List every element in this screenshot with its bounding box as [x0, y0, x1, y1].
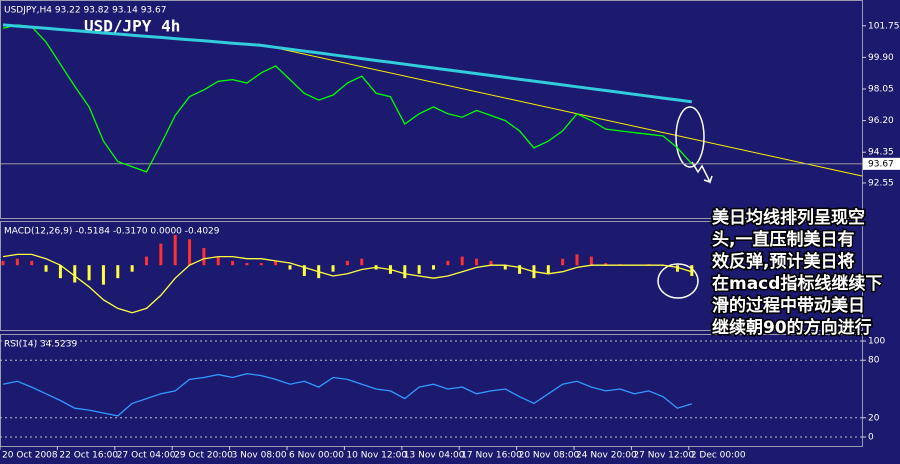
histogram-bar [302, 265, 306, 276]
histogram-bar [159, 243, 163, 266]
histogram-bar [101, 265, 105, 285]
histogram-bar [288, 265, 292, 270]
macd-header: MACD(12,26,9) -0.5184 -0.3170 0.0000 -0.… [4, 227, 220, 237]
x-tick-label: 20 Oct 2008 [2, 451, 58, 461]
annotation-line: 滑的过程中带动美日 [712, 295, 865, 316]
histogram-bar [30, 260, 34, 266]
histogram-bar [403, 265, 407, 279]
annotation-line: 效反弹,预计美日将 [712, 251, 854, 272]
histogram-bar [274, 260, 278, 266]
annotation-line: 美日均线排列呈现空 [712, 207, 865, 228]
histogram-bar [575, 254, 579, 266]
histogram-bar [58, 265, 62, 279]
histogram-bar [216, 256, 220, 266]
x-tick-label: 13 Nov 04:00 [404, 451, 465, 461]
x-tick-label: 27 Nov 12:00 [633, 451, 694, 461]
histogram-bar [446, 260, 450, 266]
histogram-bar [432, 265, 435, 270]
series-line [2, 23, 692, 104]
histogram-bar [173, 234, 177, 266]
histogram-bar [675, 265, 679, 272]
price-header: USDJPY,H4 93.22 93.82 93.14 93.67 [4, 6, 166, 16]
histogram-bar [202, 247, 206, 266]
histogram-bar [489, 260, 493, 266]
x-tick-label: 6 Nov 00:00 [289, 451, 344, 461]
histogram-bar [518, 265, 522, 274]
histogram-bar [231, 260, 235, 266]
histogram-bar [475, 258, 479, 266]
x-tick-label: 17 Nov 16:00 [461, 451, 522, 461]
histogram-bar [44, 265, 48, 272]
y-tick-label: 0 [868, 432, 874, 442]
histogram-bar [360, 258, 364, 266]
x-tick-label: 29 Oct 20:00 [174, 451, 233, 461]
rsi-header: RSI(14) 34.5239 [4, 340, 77, 350]
x-tick-label: 27 Oct 04:00 [117, 451, 176, 461]
histogram-bar [589, 256, 593, 266]
histogram-bar [73, 265, 77, 283]
histogram-bar [116, 265, 120, 279]
x-tick-label: 2 Dec 00:00 [691, 451, 746, 461]
annotation-line: 在macd指标线继续下 [712, 273, 882, 294]
last-price-box [863, 157, 900, 170]
y-tick-label: 99.90 [868, 53, 894, 63]
histogram-bar [1, 260, 5, 266]
y-tick-label: 80 [868, 356, 880, 366]
arrow [691, 161, 713, 184]
plot: 92.55 94.35 96.20 98.05 99.90 101.75 93.67 0 20 8… [0, 21, 900, 461]
circle-mark [675, 106, 705, 168]
histogram-bar [604, 263, 608, 266]
x-tick-label: 10 Nov 12:00 [346, 451, 407, 461]
annotation-line: 继续朝90的方向进行 [712, 317, 872, 338]
y-tick-label: 20 [868, 413, 880, 423]
series-line [2, 253, 692, 314]
x-tick-label: 20 Nov 08:00 [519, 451, 580, 461]
histogram-bar [417, 265, 421, 274]
panel-frames [0, 0, 863, 447]
histogram-bar [130, 265, 134, 272]
histogram-bar [188, 239, 192, 266]
y-tick-label: 100 [868, 337, 885, 347]
histogram-bar [460, 256, 464, 266]
chart-title: USD/JPY 4h [84, 17, 180, 36]
histogram-bar [690, 265, 694, 276]
histogram-bar [331, 265, 335, 272]
histogram-bar [245, 263, 249, 266]
x-tick-label: 3 Nov 08:00 [232, 451, 287, 461]
y-tick-label: 96.20 [868, 116, 894, 126]
y-tick-label: 98.05 [868, 84, 894, 94]
x-tick-label: 24 Nov 20:00 [576, 451, 637, 461]
histogram-bar [15, 258, 19, 266]
histogram-bar [145, 256, 148, 266]
series-line [2, 373, 692, 417]
circle-mark [657, 263, 699, 299]
histogram-bar [561, 258, 565, 266]
histogram-bar [503, 265, 507, 270]
y-tick-label: 92.55 [868, 178, 894, 188]
histogram-bar [259, 263, 263, 266]
annotation-line: 头,一直压制美日有 [712, 229, 854, 250]
x-tick-label: 22 Oct 16:00 [59, 451, 118, 461]
trend-line [257, 43, 863, 177]
last-price-label: 93.67 [868, 159, 894, 169]
histogram-bar [546, 265, 550, 274]
series-line [2, 24, 693, 173]
histogram-bar [87, 265, 91, 281]
y-tick-label: 94.35 [868, 148, 894, 158]
histogram-bar [345, 260, 349, 266]
y-tick-label: 101.75 [868, 21, 900, 31]
